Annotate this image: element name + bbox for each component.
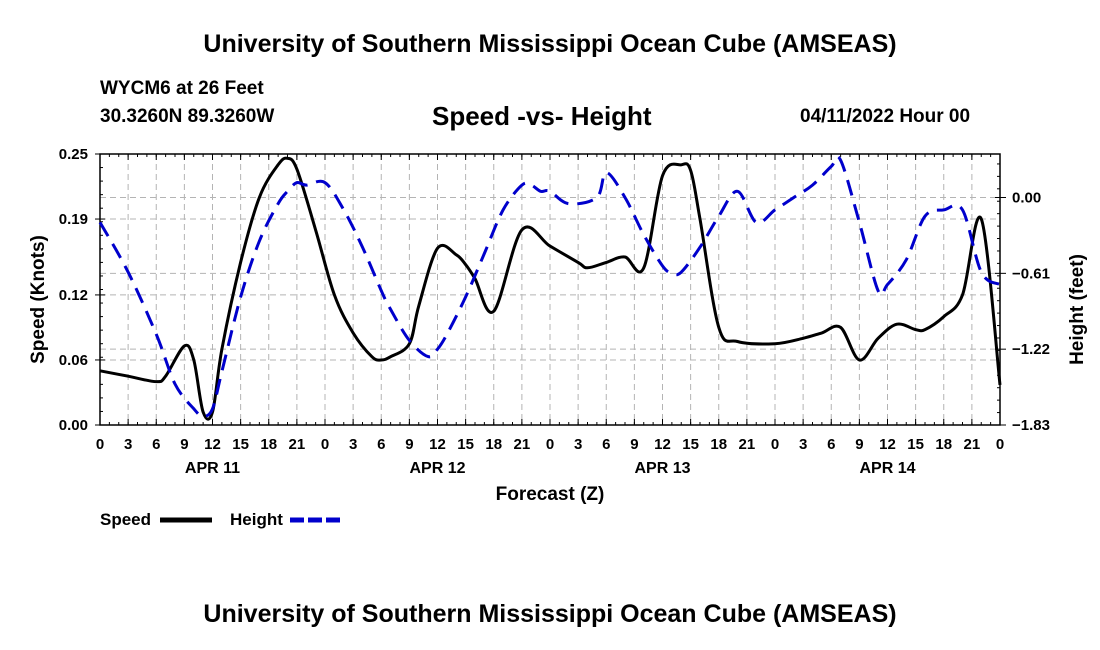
footer-title: University of Southern Mississippi Ocean… <box>203 600 897 628</box>
x-tick-label: 15 <box>457 436 474 453</box>
x-axis-label: Forecast (Z) <box>496 484 605 505</box>
x-tick-label: 15 <box>232 436 249 453</box>
x-tick-label: 21 <box>739 436 756 453</box>
date-label: APR 12 <box>409 460 465 477</box>
x-tick-label: 3 <box>349 436 357 453</box>
y2-tick-label: −0.61 <box>1012 265 1050 282</box>
y2-tick-label: −1.83 <box>1012 417 1050 434</box>
x-tick-label: 21 <box>289 436 306 453</box>
plot-frame <box>99 153 1001 426</box>
x-tick-label: 18 <box>485 436 502 453</box>
y2-tick-label: −1.22 <box>1012 341 1050 358</box>
x-tick-label: 18 <box>935 436 952 453</box>
x-tick-label: 12 <box>204 436 221 453</box>
chart-main-title: University of Southern Mississippi Ocean… <box>203 30 897 58</box>
y-tick-label: 0.06 <box>59 352 88 369</box>
x-tick-label: 15 <box>682 436 699 453</box>
chart-subtitle: Speed -vs- Height <box>432 101 652 131</box>
legend-label-speed: Speed <box>100 510 151 529</box>
x-tick-label: 12 <box>879 436 896 453</box>
legend-label-height: Height <box>230 510 283 529</box>
date-label: APR 11 <box>185 460 240 477</box>
x-tick-label: 6 <box>377 436 385 453</box>
y-axis-label: Speed (Knots) <box>28 235 49 364</box>
y-tick-label: 0.19 <box>59 211 88 228</box>
x-tick-label: 0 <box>321 436 329 453</box>
y-tick-label: 0.00 <box>59 417 88 434</box>
date-label: APR 14 <box>859 460 915 477</box>
x-tick-label: 3 <box>124 436 132 453</box>
x-tick-label: 0 <box>96 436 104 453</box>
x-tick-label: 18 <box>260 436 277 453</box>
x-tick-label: 12 <box>654 436 671 453</box>
x-tick-label: 9 <box>180 436 188 453</box>
series-speed-line <box>99 156 1002 421</box>
x-tick-label: 9 <box>855 436 863 453</box>
x-tick-label: 0 <box>771 436 779 453</box>
x-tick-label: 6 <box>602 436 610 453</box>
forecast-datetime: 04/11/2022 Hour 00 <box>800 106 971 127</box>
y2-axis-label: Height (feet) <box>1067 254 1088 365</box>
y2-tick-label: 0.00 <box>1012 190 1041 207</box>
x-tick-label: 12 <box>429 436 446 453</box>
series-height-line <box>98 155 1001 418</box>
x-tick-label: 15 <box>907 436 924 453</box>
x-tick-label: 0 <box>546 436 554 453</box>
x-tick-label: 9 <box>630 436 638 453</box>
x-tick-label: 6 <box>827 436 835 453</box>
x-tick-label: 0 <box>996 436 1004 453</box>
x-tick-label: 18 <box>710 436 727 453</box>
x-tick-label: 3 <box>574 436 582 453</box>
x-tick-label: 3 <box>799 436 807 453</box>
x-tick-label: 9 <box>405 436 413 453</box>
x-tick-label: 21 <box>964 436 981 453</box>
coordinates-label: 30.3260N 89.3260W <box>100 106 275 127</box>
x-tick-label: 21 <box>514 436 531 453</box>
y-tick-label: 0.25 <box>59 146 88 163</box>
y-tick-label: 0.12 <box>59 287 88 304</box>
date-label: APR 13 <box>634 460 690 477</box>
station-label: WYCM6 at 26 Feet <box>100 78 264 99</box>
x-tick-label: 6 <box>152 436 160 453</box>
